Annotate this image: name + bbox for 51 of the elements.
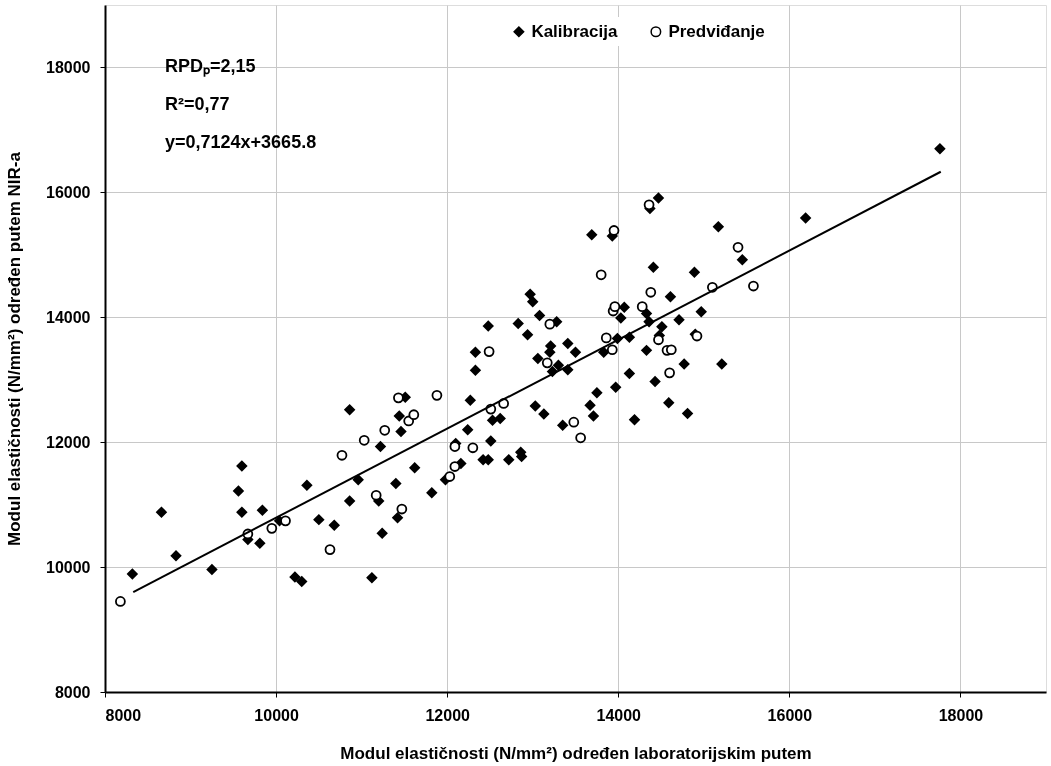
x-tick-label: 12000 — [425, 706, 471, 724]
point — [379, 424, 391, 436]
point — [606, 344, 618, 356]
point — [324, 544, 336, 555]
x-axis-title: Modul elastičnosti (N/mm²) određen laboratorijskim putem — [340, 743, 812, 763]
legend-label: Predviđanje — [668, 21, 765, 41]
point — [408, 409, 420, 421]
point — [483, 346, 495, 357]
point — [266, 523, 278, 534]
point — [370, 489, 382, 501]
point — [280, 515, 291, 527]
point — [396, 503, 408, 515]
x-tick-label: 14000 — [596, 706, 642, 724]
x-tick-label: 8000 — [105, 706, 142, 724]
point — [609, 301, 621, 313]
annotation: y=0,7124x+3665.8 — [165, 132, 317, 152]
point — [665, 344, 677, 356]
y-tick-label: 14000 — [46, 308, 91, 326]
point — [358, 434, 370, 446]
point — [449, 441, 461, 452]
point — [467, 442, 479, 454]
point — [544, 318, 556, 330]
point — [449, 461, 461, 472]
point — [568, 416, 580, 428]
y-tick-label: 12000 — [46, 433, 91, 451]
y-tick-label: 18000 — [46, 58, 91, 76]
point — [600, 332, 612, 344]
point — [608, 225, 620, 236]
y-tick-label: 10000 — [46, 558, 91, 576]
annotation: R²=0,77 — [165, 94, 230, 114]
point — [431, 389, 443, 401]
point — [444, 471, 456, 482]
point — [645, 286, 657, 298]
x-tick-label: 10000 — [254, 706, 299, 724]
point — [732, 241, 744, 253]
x-tick-label: 16000 — [767, 706, 813, 724]
x-tick-label: 18000 — [938, 706, 984, 724]
point — [393, 392, 404, 404]
y-tick-label: 16000 — [46, 183, 91, 201]
point — [115, 596, 126, 607]
y-tick-label: 8000 — [54, 683, 91, 701]
legend-label: Kalibracija — [531, 21, 618, 41]
point — [336, 449, 348, 461]
point — [748, 280, 759, 292]
annotation: RPDₚ=2,15 — [165, 56, 256, 77]
point — [636, 301, 648, 313]
y-axis-title: Modul elastičnosti (N/mm²) određen putem NIR-a — [5, 151, 25, 546]
point — [595, 269, 607, 281]
point — [664, 367, 675, 379]
point — [541, 357, 553, 369]
point — [575, 432, 586, 444]
